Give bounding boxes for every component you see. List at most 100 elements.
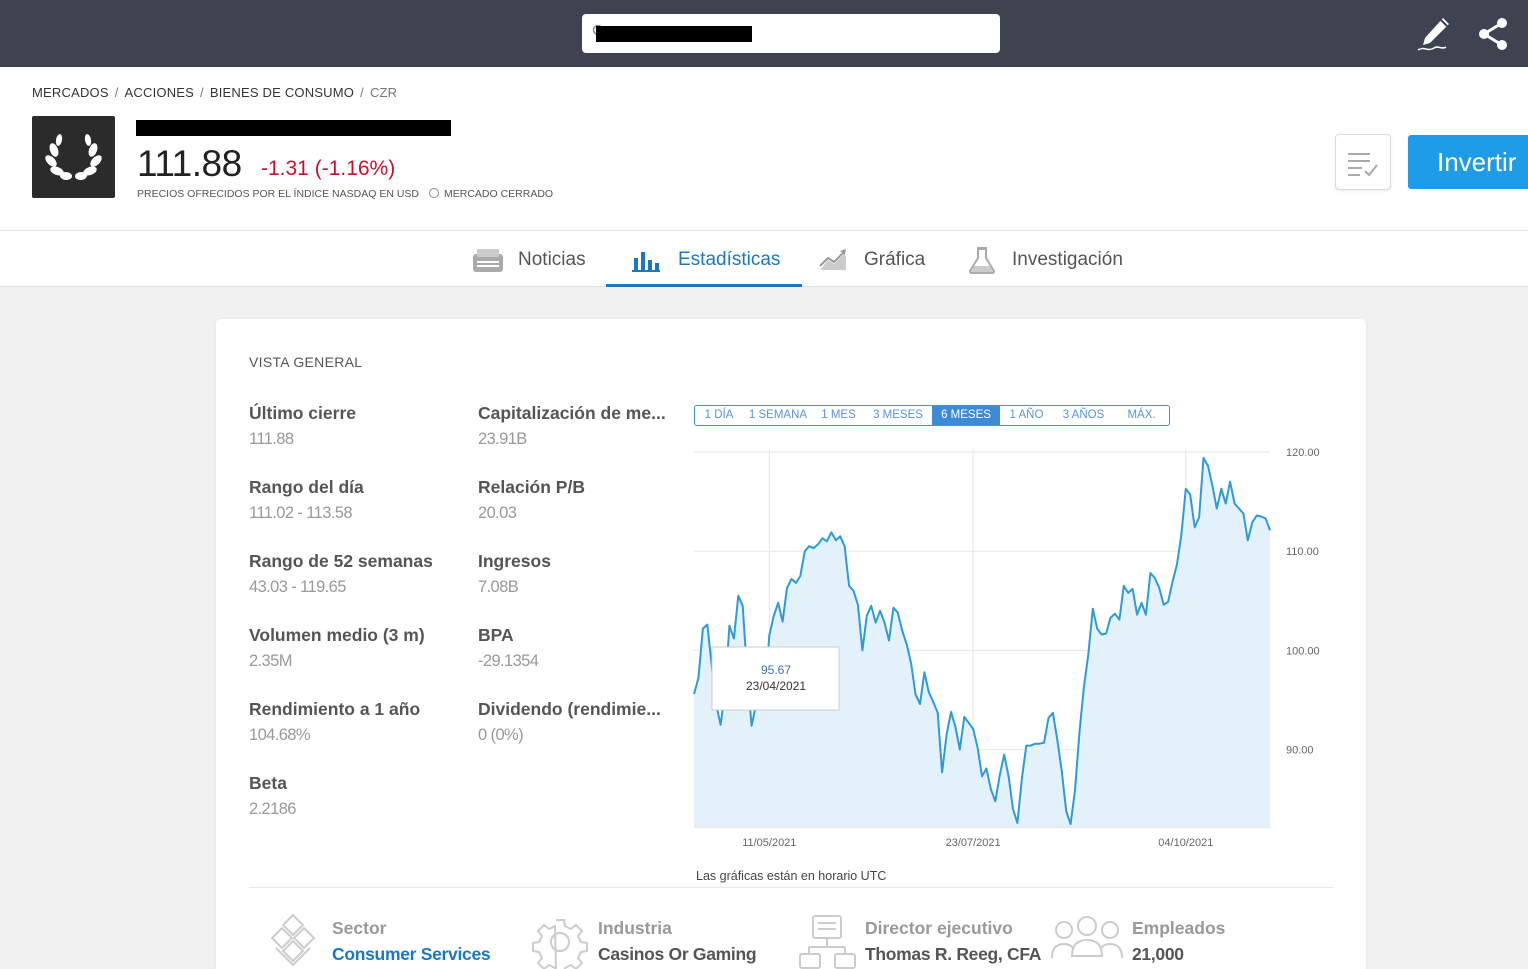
search-input[interactable] (582, 14, 1000, 53)
range-button[interactable]: 3 AÑOS (1062, 409, 1105, 421)
breadcrumb: MERCADOS / ACCIONES / BIENES DE CONSUMO / CZR (32, 85, 398, 100)
people-icon (1051, 916, 1123, 959)
info-value: 21,000 (1132, 944, 1184, 964)
tab-investigacion[interactable]: Investigación (966, 232, 1123, 287)
edit-pencil-icon[interactable] (1414, 14, 1454, 54)
breadcrumb-item[interactable]: MERCADOS (32, 85, 109, 100)
stat-item: Capitalización de me... 23.91B (478, 403, 666, 449)
stat-value: 7.08B (478, 578, 519, 596)
price-source-note: PRECIOS OFRECIDOS POR EL ÍNDICE NASDAQ E… (137, 188, 553, 200)
breadcrumb-item[interactable]: BIENES DE CONSUMO (209, 85, 355, 100)
company-logo (32, 116, 115, 198)
stat-value: 111.02 - 113.58 (249, 504, 353, 522)
stat-label: Último cierre (249, 403, 356, 423)
tabs-divider (0, 230, 1528, 231)
stat-label: Ingresos (478, 551, 551, 571)
range-button[interactable]: 1 MES (821, 409, 856, 421)
info-label: Sector (332, 918, 387, 938)
stat-label: Beta (249, 773, 287, 793)
y-tick-label: 90.00 (1286, 745, 1314, 757)
statistics-card: VISTA GENERAL Último cierre 111.88 Rango … (216, 319, 1366, 969)
laurel-wreath-icon (45, 134, 102, 181)
section-title: VISTA GENERAL (249, 354, 363, 370)
redacted-search-text (596, 26, 752, 42)
y-tick-label: 100.00 (1286, 645, 1320, 657)
redacted-company-name (136, 120, 451, 136)
trend-chart-icon (819, 248, 846, 270)
price-area-fill (694, 457, 1270, 827)
stat-value: 2.35M (249, 652, 292, 670)
price-chart[interactable]: 90.00 100.00 110.00 120.00 11/05/2021 23/07/2… (692, 437, 1352, 857)
stat-label: Rango de 52 semanas (249, 551, 433, 571)
stat-value: 23.91B (478, 430, 527, 448)
chart-timezone-note: Las gráficas están en horario UTC (696, 869, 887, 883)
info-label: Empleados (1132, 918, 1226, 938)
stat-label: Relación P/B (478, 477, 585, 497)
stat-item: BPA -29.1354 (478, 625, 666, 671)
watchlist-check-icon (1348, 153, 1378, 177)
tab-noticias[interactable]: Noticias (472, 232, 586, 287)
info-value: Thomas R. Reeg, CFA (865, 944, 1042, 964)
range-button[interactable]: 1 DÍA (704, 409, 734, 421)
flask-icon (968, 246, 996, 274)
stat-value: -29.1354 (478, 652, 539, 670)
section-divider (249, 887, 1333, 888)
tooltip-date: 23/04/2021 (746, 679, 806, 693)
org-chart-icon (799, 915, 856, 969)
range-button[interactable]: 1 AÑO (1009, 409, 1044, 421)
range-button[interactable]: MÁX. (1127, 409, 1156, 421)
stat-value: 20.03 (478, 504, 517, 522)
range-button[interactable]: 1 SEMANA (748, 409, 808, 421)
top-bar (0, 0, 1528, 67)
stat-item: Relación P/B 20.03 (478, 477, 666, 523)
stat-item: Ingresos 7.08B (478, 551, 666, 597)
bar-chart-icon (632, 251, 660, 272)
last-price: 111.88 (137, 143, 242, 184)
stat-value: 2.2186 (249, 800, 296, 818)
sector-diamonds-icon (270, 914, 316, 967)
tab-estadisticas[interactable]: Estadísticas (605, 232, 803, 287)
range-button-active[interactable]: 6 MESES (932, 406, 1000, 425)
stat-item: Último cierre 111.88 (249, 403, 449, 449)
price-source-text: PRECIOS OFRECIDOS POR EL ÍNDICE NASDAQ E… (137, 188, 419, 200)
info-label: Director ejecutivo (865, 918, 1013, 938)
stat-label: Dividendo (rendimie... (478, 699, 661, 719)
share-icon[interactable] (1474, 14, 1514, 54)
tab-label: Investigación (1012, 248, 1123, 270)
stat-item: Rango de 52 semanas 43.03 - 119.65 (249, 551, 449, 597)
info-value: Casinos Or Gaming (598, 944, 757, 964)
chart-tooltip: 95.67 23/04/2021 (711, 646, 840, 711)
stat-item: Volumen medio (3 m) 2.35M (249, 625, 449, 671)
stat-item: Beta 2.2186 (249, 773, 449, 819)
stat-label: Capitalización de me... (478, 403, 666, 423)
x-tick-label: 04/10/2021 (1158, 837, 1213, 849)
tab-label: Gráfica (864, 248, 926, 270)
x-tick-label: 11/05/2021 (742, 837, 796, 849)
breadcrumb-item[interactable]: ACCIONES (124, 85, 195, 100)
breadcrumb-item: CZR (369, 85, 398, 100)
stat-label: Volumen medio (3 m) (249, 625, 425, 645)
tab-grafica[interactable]: Gráfica (818, 232, 925, 287)
y-tick-label: 110.00 (1286, 546, 1319, 558)
price-line (693, 456, 1271, 825)
gear-icon (532, 919, 588, 969)
range-button[interactable]: 3 MESES (873, 409, 923, 421)
price-change: -1.31 (-1.16%) (261, 157, 396, 180)
tab-label: Noticias (518, 248, 586, 270)
stat-value: 0 (0%) (478, 726, 524, 744)
stat-item: Rendimiento a 1 año 104.68% (249, 699, 449, 745)
watchlist-button[interactable] (1335, 134, 1391, 190)
market-status: MERCADO CERRADO (444, 188, 554, 200)
x-tick-label: 23/07/2021 (946, 837, 1001, 849)
tooltip-value: 95.67 (761, 663, 791, 677)
stat-label: Rendimiento a 1 año (249, 699, 421, 719)
stat-value: 104.68% (249, 726, 311, 744)
instrument-header: MERCADOS / ACCIONES / BIENES DE CONSUMO / CZR … (0, 67, 1528, 287)
sector-link[interactable]: Consumer Services (332, 944, 491, 964)
clock-icon (429, 188, 439, 198)
stat-label: BPA (478, 625, 514, 645)
y-tick-label: 120.00 (1286, 447, 1320, 459)
stat-item: Dividendo (rendimie... 0 (0%) (478, 699, 666, 745)
invest-button[interactable]: Invertir (1408, 135, 1528, 189)
newspaper-icon (473, 248, 503, 272)
